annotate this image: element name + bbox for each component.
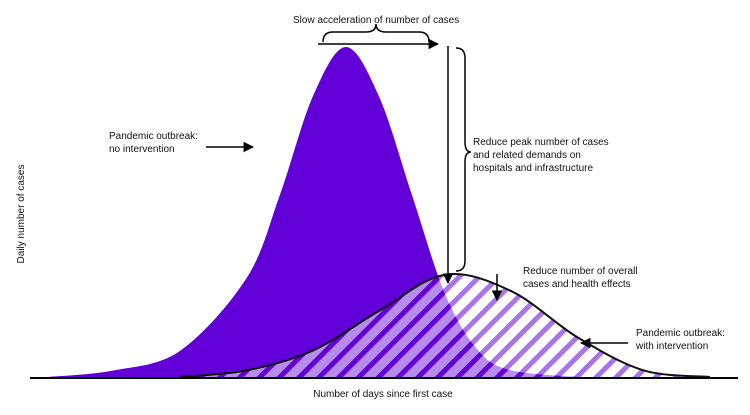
text-line: no intervention (109, 144, 175, 155)
text-line: cases and health effects (523, 279, 631, 290)
x-axis-label: Number of days since first case (313, 389, 453, 400)
text-line: hospitals and infrastructure (473, 163, 594, 174)
annotation-reduce-overall: Reduce number of overall cases and health… (523, 266, 638, 290)
series-label-no-intervention: Pandemic outbreak: no intervention (109, 131, 198, 155)
text-line: and related demands on (473, 150, 581, 161)
text-line: Pandemic outbreak: (636, 328, 725, 339)
text-line: Slow acceleration of number of cases (293, 15, 459, 26)
annotation-slow-acceleration: Slow acceleration of number of cases (293, 15, 459, 26)
text-line: Pandemic outbreak: (109, 131, 198, 142)
text-line: with intervention (635, 341, 708, 352)
y-axis-label: Daily number of cases (16, 165, 27, 264)
series-label-with-intervention: Pandemic outbreak: with intervention (635, 328, 725, 352)
text-line: Reduce peak number of cases (473, 137, 609, 148)
brace-horizontal (322, 23, 430, 43)
annotation-reduce-peak: Reduce peak number of cases and related d… (473, 137, 609, 174)
brace-vertical (455, 47, 472, 272)
annotation-marks (206, 23, 628, 349)
text-line: Reduce number of overall (523, 266, 638, 277)
